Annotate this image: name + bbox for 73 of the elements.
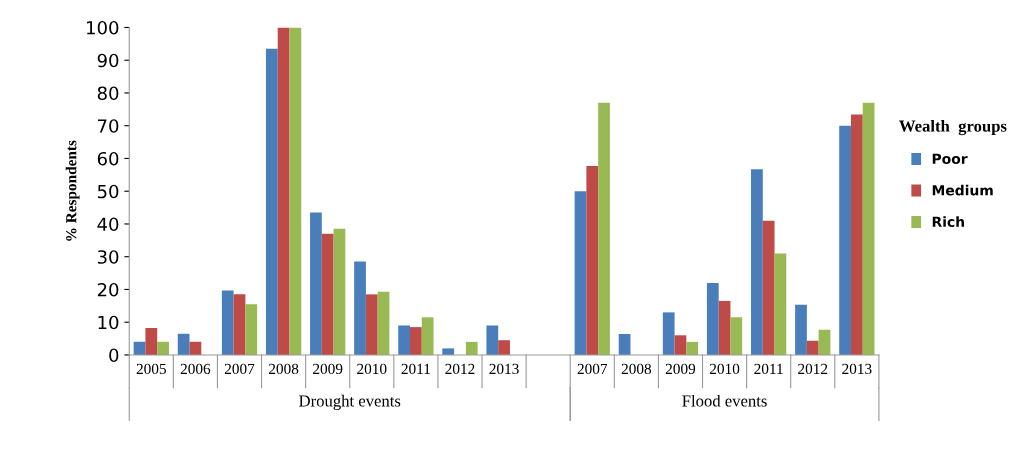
bar [421,317,434,355]
bar [839,125,851,355]
bar [662,312,675,355]
y-tick-label: 0 [109,348,119,363]
bar [718,300,731,355]
legend-label: Rich [932,216,964,228]
bar [377,291,390,355]
y-tick-label: 80 [97,86,119,101]
y-tick-label: 90 [97,53,119,68]
y-tick-label: 40 [97,217,119,232]
x-tick-label: 2010 [709,363,740,375]
x-tick-label: 2007 [577,363,608,375]
y-tick-label: 30 [97,250,119,264]
bar [354,261,366,355]
x-tick-label: 2006 [180,363,211,375]
bar [442,348,455,355]
bar [221,290,234,355]
legend-label: Poor [932,153,968,165]
y-tick-label: 100 [87,20,119,35]
bar [806,340,819,355]
x-tick-label: 2013 [489,363,519,375]
bar [289,27,302,355]
bar [465,341,478,355]
bar [365,294,378,355]
bar [751,169,763,355]
bar [245,304,258,355]
x-tick-label: 2005 [136,363,166,375]
text: Flood events [682,394,767,407]
bar [674,335,687,355]
y-tick-label: 20 [97,282,119,297]
legend-label: Medium [932,184,993,196]
x-tick-label: 2009 [665,363,696,375]
bar [730,317,743,355]
x-tick-label: 2010 [357,363,387,375]
bar [410,327,422,355]
bar [862,102,875,355]
bar [398,325,410,355]
bar [233,294,246,355]
bar [145,328,158,355]
bar [795,304,807,355]
x-tick-label: 2008 [621,363,652,375]
x-tick-label: 2008 [268,363,299,375]
bar [277,27,290,355]
bar [333,228,346,355]
bar [574,191,587,355]
bar [265,48,278,355]
x-tick-label: 2011 [754,363,783,375]
bar [598,102,610,355]
bar [177,333,190,355]
y-tick-label: 50 [97,184,119,199]
bar [310,212,322,355]
bar [762,220,775,355]
x-tick-label: 2011 [401,363,430,375]
text: Drought events [299,394,401,411]
bar [706,282,719,355]
bar [486,325,499,355]
legend-title: Wealth groups [899,119,1007,136]
bar [774,253,787,355]
bar [498,340,510,355]
x-tick-label: 2009 [313,363,343,375]
x-tick-label: 2007 [224,363,255,375]
x-tick-label: 2013 [842,363,872,375]
y-axis-title: % Respondents [65,140,80,241]
bar [850,114,863,355]
x-tick-label: 2012 [798,363,828,375]
bar [321,233,334,355]
y-tick-label: 70 [98,119,119,133]
x-tick-label: 2012 [445,363,475,375]
bar [586,166,599,355]
bar [157,341,169,355]
bar [686,341,699,355]
y-tick-label: 60 [97,151,119,166]
y-tick-label: 10 [98,315,119,330]
